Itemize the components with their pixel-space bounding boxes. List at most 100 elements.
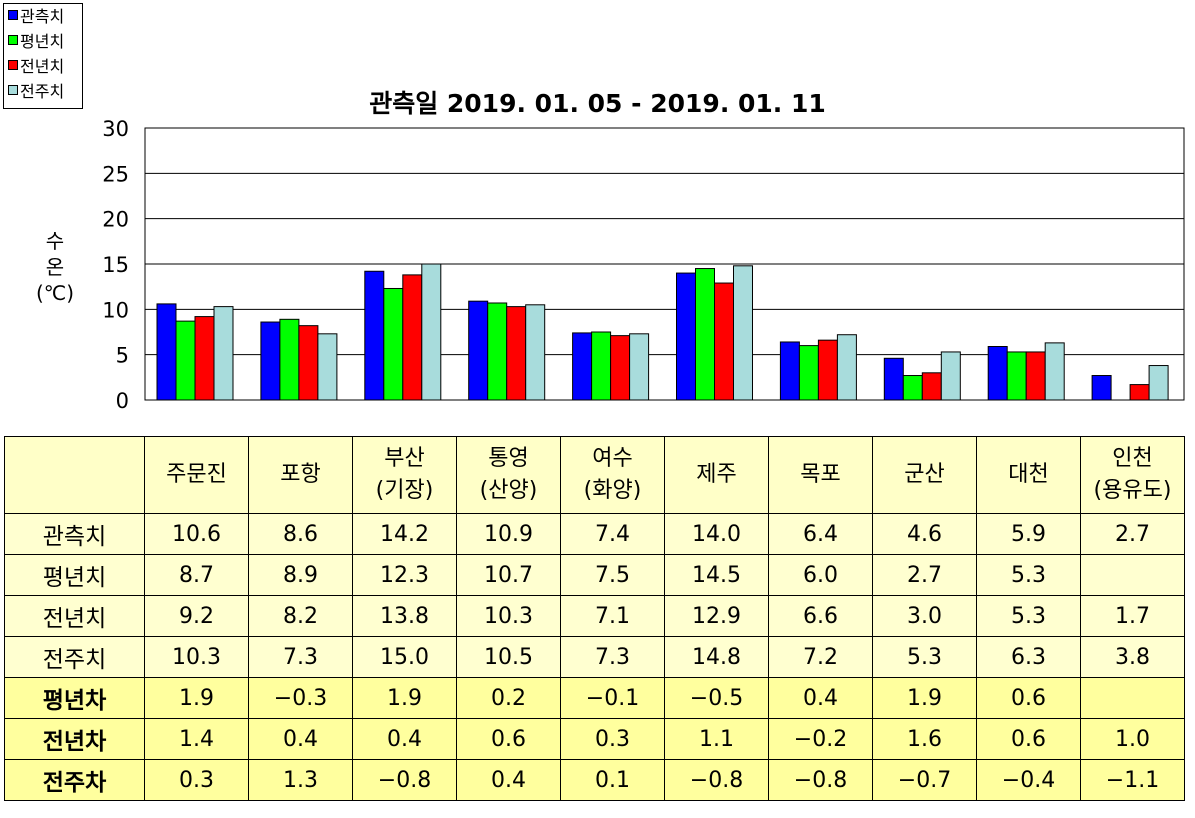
table-cell: 1.1 <box>664 718 769 760</box>
table-row-label: 전년치 <box>4 595 145 637</box>
table-cell: −0.8 <box>352 759 457 801</box>
table-cell: 1.3 <box>248 759 353 801</box>
table-cell: 1.6 <box>872 718 977 760</box>
table-cell: 1.7 <box>1080 595 1185 637</box>
table-cell <box>1080 677 1185 719</box>
bar-chart: 0 5 10 15 20 25 30 <box>102 117 1185 413</box>
legend-label: 평년치 <box>20 32 65 51</box>
table-cell: 0.4 <box>248 718 353 760</box>
chart-legend: 관측치 평년치 전년치 전주치 <box>3 3 83 109</box>
table-cell: 1.9 <box>352 677 457 719</box>
table-cell: 12.3 <box>352 554 457 596</box>
bar <box>572 332 593 401</box>
bar <box>279 318 300 401</box>
legend-swatch <box>8 85 18 95</box>
bar <box>421 263 442 401</box>
bar <box>883 357 904 401</box>
table-cell: 8.2 <box>248 595 353 637</box>
table-column-header: 목포 <box>768 436 873 514</box>
table-column-header: 제주 <box>664 436 769 514</box>
table-cell: −0.7 <box>872 759 977 801</box>
table-row-label: 평년치 <box>4 554 145 596</box>
table-cell: 0.4 <box>768 677 873 719</box>
y-tick-label: 0 <box>116 389 129 413</box>
table-cell: 7.1 <box>560 595 665 637</box>
bar <box>610 335 631 401</box>
bar <box>798 345 819 401</box>
bar <box>733 265 753 401</box>
bar <box>1148 365 1169 401</box>
legend-label: 전년치 <box>20 57 65 76</box>
bar <box>987 346 1008 401</box>
bar <box>817 339 838 401</box>
bar <box>1129 384 1150 401</box>
table-cell: 7.3 <box>560 636 665 678</box>
table-column-header: 군산 <box>872 436 977 514</box>
bar <box>156 303 177 401</box>
table-cell: 12.9 <box>664 595 769 637</box>
table-cell: 7.5 <box>560 554 665 596</box>
chart-title: 관측일 2019. 01. 05 - 2019. 01. 11 <box>369 89 826 118</box>
table-cell: 0.4 <box>456 759 561 801</box>
table-cell: 8.7 <box>144 554 249 596</box>
bar <box>383 287 404 401</box>
bar <box>506 306 527 401</box>
table-cell: 3.0 <box>872 595 977 637</box>
plot-area <box>144 127 1185 401</box>
table-column-header: 부산 (기장) <box>352 436 457 514</box>
table-cell: 6.6 <box>768 595 873 637</box>
bar <box>1006 351 1027 401</box>
legend-item: 전년치 <box>8 58 64 76</box>
bar <box>902 375 923 401</box>
table-cell: 14.5 <box>664 554 769 596</box>
table-row-label: 전주치 <box>4 636 145 678</box>
bar <box>836 334 857 401</box>
bar <box>940 351 961 401</box>
table-cell: 0.6 <box>976 718 1081 760</box>
table-cell: 7.2 <box>768 636 873 678</box>
table-cell: −0.8 <box>664 759 769 801</box>
bar <box>695 268 715 401</box>
table-cell: 0.6 <box>976 677 1081 719</box>
table-row: 평년차 1.9 −0.3 1.9 0.2 −0.1 −0.5 0.4 1.9 0.6 <box>4 677 1185 719</box>
table-row-label: 전년차 <box>4 718 145 760</box>
table-cell: 8.6 <box>248 513 353 555</box>
table-cell: −0.1 <box>560 677 665 719</box>
table-cell: 3.8 <box>1080 636 1185 678</box>
table-cell: 4.6 <box>872 513 977 555</box>
table-cell: 6.3 <box>976 636 1081 678</box>
legend-item: 전주치 <box>8 83 64 101</box>
table-column-header: 여수 (화양) <box>560 436 665 514</box>
table-row: 평년치 8.7 8.9 12.3 10.7 7.5 14.5 6.0 2.7 5.3 <box>4 554 1185 596</box>
bar <box>525 304 546 401</box>
table-cell: 0.3 <box>560 718 665 760</box>
bar <box>591 331 612 401</box>
bar <box>921 372 942 401</box>
table-cell: 0.2 <box>456 677 561 719</box>
legend-swatch <box>8 35 18 45</box>
bar <box>194 316 215 401</box>
table-cell: 14.8 <box>664 636 769 678</box>
bar <box>676 272 696 401</box>
table-cell <box>1080 554 1185 596</box>
bar <box>298 325 319 401</box>
table-cell: −0.5 <box>664 677 769 719</box>
legend-item: 평년치 <box>8 33 64 51</box>
y-axis-label-line: (℃) <box>35 281 75 305</box>
bar <box>779 341 800 401</box>
y-axis-label-line: 온 <box>45 255 65 279</box>
table-cell: 8.9 <box>248 554 353 596</box>
bar <box>1044 342 1065 401</box>
table-cell: 5.9 <box>976 513 1081 555</box>
table-cell: −1.1 <box>1080 759 1185 801</box>
table-cell: 6.4 <box>768 513 873 555</box>
table-cell: 2.7 <box>872 554 977 596</box>
bar <box>1091 375 1112 401</box>
table-cell: −0.4 <box>976 759 1081 801</box>
table-cell: 10.5 <box>456 636 561 678</box>
bar <box>317 333 338 401</box>
table-column-header: 포항 <box>248 436 353 514</box>
table-cell: 10.3 <box>144 636 249 678</box>
table-cell: 2.7 <box>1080 513 1185 555</box>
table-row: 전주차 0.3 1.3 −0.8 0.4 0.1 −0.8 −0.8 −0.7 −0.4 −1.1 <box>4 759 1185 801</box>
